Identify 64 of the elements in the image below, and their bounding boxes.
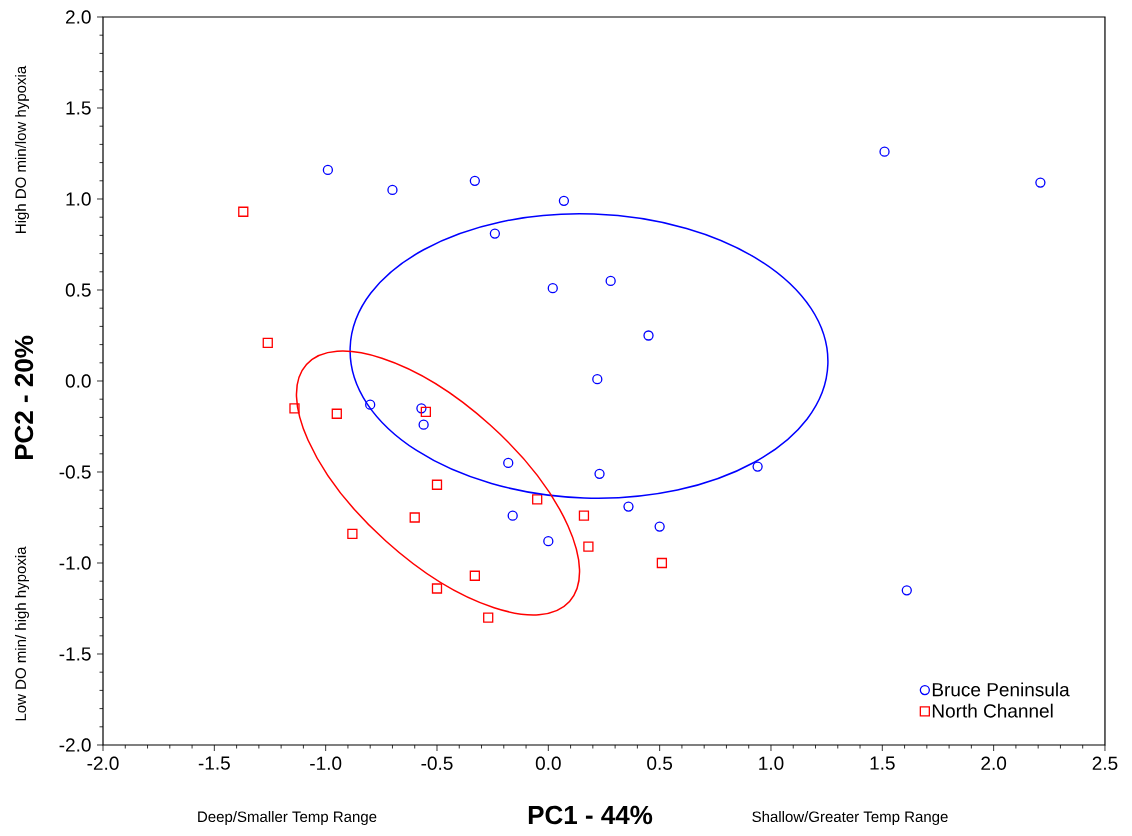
point (503, 457, 514, 469)
text: Low DO min/ high hypoxia (15, 546, 29, 721)
y-tick-label: -2.0 (59, 738, 91, 752)
point (583, 541, 594, 552)
point (418, 419, 429, 430)
text: Shallow/Greater Temp Range (752, 811, 948, 825)
y-tick-label: 1.0 (66, 192, 91, 206)
x-axis-title: PC1 - 44% (528, 805, 653, 825)
x-tick-label: -1.5 (198, 756, 230, 770)
x-tick-label: 1.5 (870, 756, 895, 770)
point (752, 461, 763, 472)
point (431, 479, 443, 490)
point (489, 228, 501, 239)
legend-label: Bruce Peninsula (932, 682, 1070, 697)
point (901, 585, 912, 596)
point (507, 510, 518, 521)
point (469, 175, 480, 186)
point (431, 583, 443, 594)
legend-label: North Channel (932, 703, 1053, 718)
x-tick-label: -2.0 (87, 756, 119, 770)
point (532, 494, 543, 505)
point (387, 184, 398, 196)
x-tick-label: 2.5 (1092, 756, 1118, 770)
point (347, 528, 358, 540)
point (420, 406, 432, 418)
y-tick-label: -1.5 (59, 647, 91, 661)
point (558, 195, 570, 206)
x-tick-label: 0.0 (535, 756, 561, 770)
y-tick-label: 0.0 (65, 374, 91, 388)
point (262, 337, 273, 348)
point (543, 536, 554, 547)
point (605, 275, 616, 287)
x-tick-label: 1.0 (759, 756, 784, 770)
point (322, 164, 334, 176)
y-tick-label: 2.0 (66, 10, 91, 24)
x-tick-label: 0.5 (647, 756, 673, 770)
text: Deep/Smaller Temp Range (198, 811, 377, 825)
point (289, 403, 300, 414)
point (578, 510, 590, 521)
point (238, 206, 249, 217)
y-tick-label: 0.5 (65, 283, 91, 297)
point (469, 570, 480, 581)
y-tick-label: -1.0 (59, 556, 91, 570)
x-tick-label: -1.0 (310, 756, 342, 770)
point (331, 408, 342, 419)
point (643, 330, 654, 341)
point (594, 468, 605, 479)
point (656, 557, 668, 569)
point (365, 399, 376, 410)
y-tick-label: -0.5 (59, 465, 91, 479)
point (547, 283, 558, 294)
point (1035, 177, 1046, 188)
point (623, 501, 634, 512)
text: High DO min/low hypoxia (15, 65, 29, 233)
y-axis-title: PC2 - 20% (14, 335, 34, 460)
point (592, 374, 603, 385)
point (483, 612, 494, 623)
x-tick-label: -0.5 (421, 756, 453, 770)
y-tick-label: 1.5 (66, 101, 91, 115)
x-tick-label: 2.0 (981, 756, 1007, 770)
point (416, 403, 427, 414)
point (654, 521, 665, 532)
point (879, 146, 890, 157)
point (409, 512, 420, 523)
